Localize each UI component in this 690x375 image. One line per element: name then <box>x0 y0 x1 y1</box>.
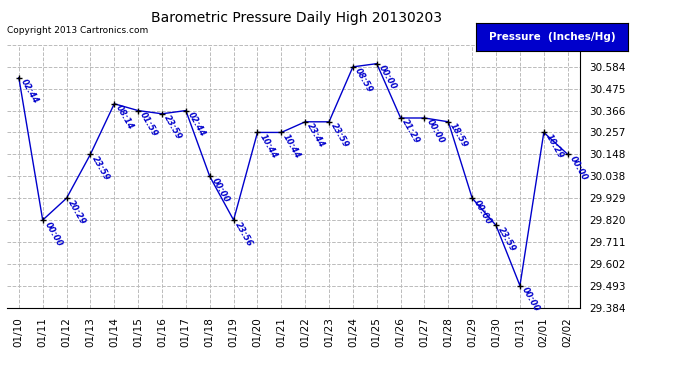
Text: Pressure  (Inches/Hg): Pressure (Inches/Hg) <box>489 32 615 42</box>
Text: Copyright 2013 Cartronics.com: Copyright 2013 Cartronics.com <box>7 26 148 35</box>
Text: Barometric Pressure Daily High 20130203: Barometric Pressure Daily High 20130203 <box>151 11 442 25</box>
Text: 20:29: 20:29 <box>66 198 88 226</box>
Text: 00:00: 00:00 <box>377 64 398 92</box>
Text: 23:59: 23:59 <box>496 225 518 253</box>
Text: 00:00: 00:00 <box>210 176 231 204</box>
Text: 00:00: 00:00 <box>472 198 493 226</box>
Text: 21:29: 21:29 <box>401 118 422 146</box>
Text: 18:59: 18:59 <box>448 122 470 150</box>
Text: 23:44: 23:44 <box>305 122 326 150</box>
Text: 00:00: 00:00 <box>568 154 589 182</box>
Text: 10:44: 10:44 <box>257 132 279 160</box>
Text: 01:59: 01:59 <box>138 111 159 138</box>
Text: 23:59: 23:59 <box>329 122 351 150</box>
Text: 23:59: 23:59 <box>162 114 184 141</box>
Text: 00:00: 00:00 <box>43 220 64 248</box>
Text: 10:44: 10:44 <box>282 132 302 160</box>
Text: 02:44: 02:44 <box>186 111 207 138</box>
Text: 10:29: 10:29 <box>544 132 565 160</box>
Text: 23:56: 23:56 <box>234 220 255 248</box>
Text: 08:14: 08:14 <box>115 104 135 132</box>
Text: 23:59: 23:59 <box>90 154 112 182</box>
Text: 02:44: 02:44 <box>19 78 40 105</box>
Text: 00:00: 00:00 <box>520 286 541 314</box>
Text: 08:59: 08:59 <box>353 67 374 94</box>
Text: 00:00: 00:00 <box>424 118 446 146</box>
